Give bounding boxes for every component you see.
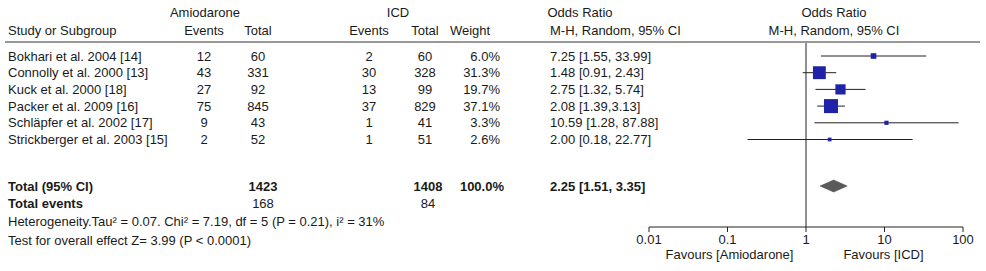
pooled-diamond bbox=[820, 180, 847, 192]
amiodarone-total: 92 bbox=[251, 82, 265, 97]
odds-ratio-label: 10.59 [1.28, 87.88] bbox=[550, 115, 658, 130]
amiodarone-events: 27 bbox=[197, 82, 211, 97]
study-square bbox=[828, 138, 832, 142]
favours-label: Favours [ICD] bbox=[843, 247, 923, 262]
amiodarone-events: 12 bbox=[197, 49, 211, 64]
x-tick-label: 0.1 bbox=[718, 232, 736, 247]
odds-ratio-label: 7.25 [1.55, 33.99] bbox=[550, 49, 651, 64]
odds-ratio-label: 2.00 [0.18, 22.77] bbox=[550, 132, 651, 147]
study-name: Connolly et al. 2000 [13] bbox=[8, 65, 148, 80]
heterogeneity-text: Heterogeneity.Tau² = 0.07. Chi² = 7.19, … bbox=[8, 214, 385, 229]
icd-total: 829 bbox=[414, 99, 436, 114]
study-name: Kuck et al. 2000 [18] bbox=[8, 82, 127, 97]
column-group-header: ICD bbox=[387, 5, 409, 20]
icd-total: 51 bbox=[418, 132, 432, 147]
column-header: M-H, Random, 95% CI bbox=[769, 23, 900, 38]
icd-events: 13 bbox=[362, 82, 376, 97]
study-name: Schläpfer et al. 2002 [17] bbox=[8, 115, 153, 130]
icd-events: 1 bbox=[365, 115, 372, 130]
header-rule bbox=[5, 42, 980, 43]
x-tick-label: 10 bbox=[877, 232, 891, 247]
amiodarone-total-sum: 1423 bbox=[249, 179, 278, 194]
total-events-label: Total events bbox=[8, 196, 83, 211]
weight-label: 6.0% bbox=[470, 49, 500, 64]
icd-events: 37 bbox=[362, 99, 376, 114]
icd-total: 328 bbox=[414, 65, 436, 80]
study-name: Strickberger et al. 2003 [15] bbox=[8, 132, 168, 147]
favours-label: Favours [Amiodarone] bbox=[666, 247, 794, 262]
icd-events: 1 bbox=[365, 132, 372, 147]
x-tick-label: 0.01 bbox=[636, 232, 661, 247]
icd-total: 99 bbox=[418, 82, 432, 97]
null-line bbox=[806, 43, 807, 227]
amiodarone-events: 9 bbox=[200, 115, 207, 130]
amiodarone-events: 75 bbox=[197, 99, 211, 114]
column-group-header: Odds Ratio bbox=[801, 5, 866, 20]
x-tick-label: 100 bbox=[952, 232, 974, 247]
column-header: Events bbox=[349, 23, 389, 38]
column-group-header: Amiodarone bbox=[170, 5, 240, 20]
study-square bbox=[824, 99, 838, 113]
total-label: Total (95% CI) bbox=[8, 179, 93, 194]
total-weight: 100.0% bbox=[460, 179, 505, 194]
amiodarone-total: 331 bbox=[247, 65, 269, 80]
plot-area bbox=[748, 53, 959, 192]
amiodarone-total: 43 bbox=[251, 115, 265, 130]
icd-events: 2 bbox=[365, 49, 372, 64]
amiodarone-events: 2 bbox=[200, 132, 207, 147]
total-odds-ratio-label: 2.25 [1.51, 3.35] bbox=[550, 179, 645, 194]
study-square bbox=[884, 121, 888, 125]
column-header: Study or Subgroup bbox=[8, 23, 116, 38]
odds-ratio-label: 1.48 [0.91, 2.43] bbox=[550, 65, 644, 80]
weight-label: 2.6% bbox=[470, 132, 500, 147]
study-square bbox=[871, 53, 877, 59]
column-header: M-H, Random, 95% CI bbox=[550, 23, 681, 38]
amiodarone-events-sum: 168 bbox=[252, 196, 274, 211]
column-header: Total bbox=[244, 23, 272, 38]
study-name: Packer et al. 2009 [16] bbox=[8, 99, 138, 114]
column-header: Events bbox=[184, 23, 224, 38]
column-header: Weight bbox=[450, 23, 491, 38]
weight-label: 31.3% bbox=[463, 65, 500, 80]
amiodarone-total: 60 bbox=[251, 49, 265, 64]
forest-plot: Amiodarone ICD Odds Ratio Odds Ratio Study o… bbox=[0, 0, 986, 271]
column-header: Total bbox=[411, 23, 439, 38]
x-tick-label: 1 bbox=[802, 232, 809, 247]
weight-label: 37.1% bbox=[463, 99, 500, 114]
amiodarone-total: 845 bbox=[247, 99, 269, 114]
odds-ratio-label: 2.75 [1.32, 5.74] bbox=[550, 82, 644, 97]
amiodarone-total: 52 bbox=[251, 132, 265, 147]
weight-label: 3.3% bbox=[470, 115, 500, 130]
study-square bbox=[813, 66, 826, 79]
icd-total: 41 bbox=[418, 115, 432, 130]
amiodarone-events: 43 bbox=[197, 65, 211, 80]
icd-events-sum: 84 bbox=[421, 196, 435, 211]
icd-events: 30 bbox=[362, 65, 376, 80]
icd-total: 60 bbox=[418, 49, 432, 64]
weight-label: 19.7% bbox=[463, 82, 500, 97]
study-name: Bokhari et al. 2004 [14] bbox=[8, 49, 142, 64]
icd-total-sum: 1408 bbox=[414, 179, 443, 194]
odds-ratio-label: 2.08 [1.39,3.13] bbox=[550, 99, 640, 114]
study-square bbox=[835, 84, 845, 94]
overall-effect-text: Test for overall effect Z= 3.99 (P < 0.0… bbox=[8, 233, 251, 248]
column-group-header: Odds Ratio bbox=[547, 5, 612, 20]
